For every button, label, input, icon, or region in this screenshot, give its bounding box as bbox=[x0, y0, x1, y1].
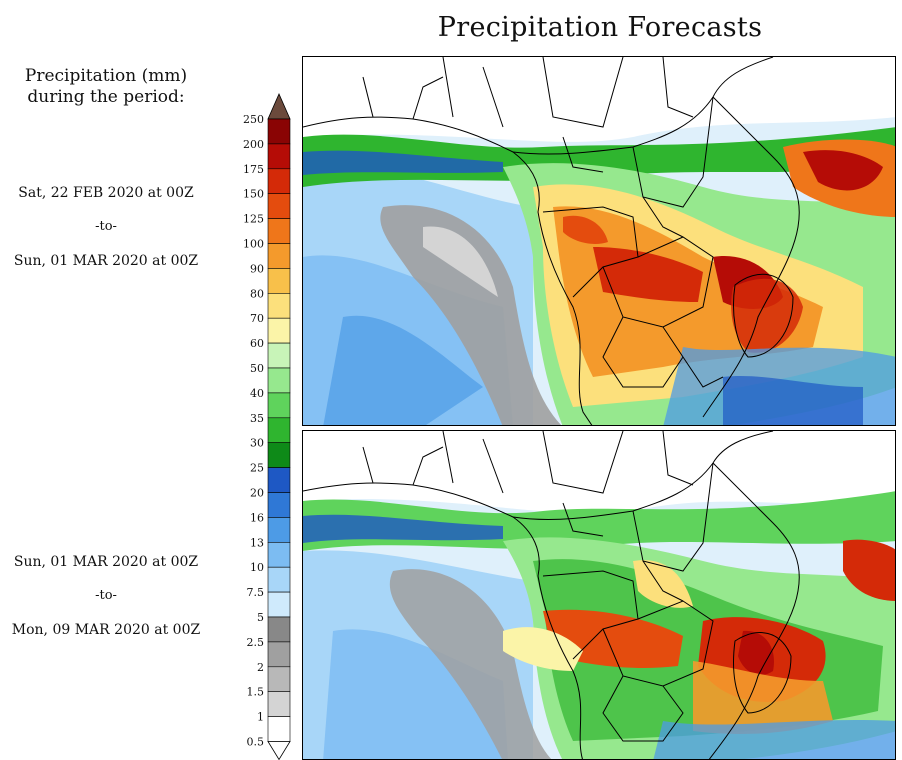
colorbar-tick-label: 5 bbox=[257, 611, 264, 624]
period-1-start: Sat, 22 FEB 2020 at 00Z bbox=[18, 185, 194, 201]
colorbar-bin bbox=[267, 268, 291, 294]
period-2-separator: -to- bbox=[95, 588, 117, 603]
colorbar-tick-label: 150 bbox=[243, 188, 264, 201]
colorbar-bin bbox=[267, 193, 291, 219]
colorbar-top-cap bbox=[267, 93, 291, 120]
colorbar-tick-label: 60 bbox=[250, 337, 264, 350]
colorbar-tick-label: 13 bbox=[250, 536, 264, 549]
colorbar-tick-label: 1 bbox=[257, 711, 264, 724]
colorbar-bin bbox=[267, 541, 291, 568]
colorbar-bin bbox=[267, 442, 291, 468]
colorbar-tick-label: 16 bbox=[250, 511, 264, 524]
period-1-label: Sat, 22 FEB 2020 at 00Z -to- Sun, 01 MAR… bbox=[0, 176, 212, 278]
colorbar-tick-label: 7.5 bbox=[247, 586, 265, 599]
period-1-end: Sun, 01 MAR 2020 at 00Z bbox=[13, 253, 199, 269]
colorbar-bin bbox=[267, 143, 291, 170]
colorbar-bin bbox=[267, 566, 291, 593]
page-title: Precipitation Forecasts bbox=[437, 12, 763, 43]
colorbar-tick-label: 2.5 bbox=[247, 636, 265, 649]
colorbar-bin bbox=[267, 218, 291, 244]
colorbar-bin bbox=[267, 417, 291, 443]
colorbar-tick-label: 175 bbox=[243, 163, 264, 176]
colorbar-bin bbox=[267, 517, 291, 543]
colorbar-bin bbox=[267, 616, 291, 643]
colorbar-bin bbox=[267, 641, 291, 668]
colorbar-bin bbox=[267, 467, 291, 493]
forecast-map-period-1 bbox=[302, 56, 896, 426]
colorbar-bin bbox=[267, 243, 291, 269]
colorbar-bin bbox=[267, 691, 291, 717]
colorbar-tick-label: 90 bbox=[250, 262, 264, 275]
forecast-map-period-2 bbox=[302, 430, 896, 760]
colorbar-bin bbox=[267, 293, 291, 319]
period-2-label: Sun, 01 MAR 2020 at 00Z -to- Mon, 09 MAR… bbox=[0, 545, 212, 647]
colorbar-bin bbox=[267, 392, 291, 419]
colorbar-bin bbox=[267, 342, 291, 369]
period-1-separator: -to- bbox=[95, 219, 117, 234]
precipitation-map-2 bbox=[303, 431, 895, 759]
legend-heading-line2: during the period: bbox=[27, 87, 185, 107]
colorbar-tick-label: 30 bbox=[250, 437, 264, 450]
colorbar-tick-label: 0.5 bbox=[247, 736, 265, 749]
precipitation-colorbar: 2502001751501251009080706050403530252016… bbox=[243, 93, 291, 760]
colorbar-bin bbox=[267, 118, 291, 145]
colorbar-tick-label: 200 bbox=[243, 138, 264, 151]
colorbar-tick-label: 125 bbox=[243, 213, 264, 226]
colorbar-bin bbox=[267, 168, 291, 195]
colorbar-tick-label: 40 bbox=[250, 387, 264, 400]
period-2-start: Sun, 01 MAR 2020 at 00Z bbox=[13, 554, 199, 570]
colorbar-bin bbox=[267, 317, 291, 344]
legend-heading-line1: Precipitation (mm) bbox=[24, 66, 188, 86]
colorbar-tick-label: 20 bbox=[250, 487, 264, 500]
period-2-end: Mon, 09 MAR 2020 at 00Z bbox=[11, 622, 201, 638]
legend-heading: Precipitation (mm) during the period: bbox=[0, 66, 212, 108]
colorbar-tick-label: 80 bbox=[250, 287, 264, 300]
colorbar-bin bbox=[267, 716, 291, 742]
colorbar-tick-label: 100 bbox=[243, 238, 264, 251]
colorbar-tick-label: 25 bbox=[250, 462, 264, 475]
colorbar-tick-label: 50 bbox=[250, 362, 264, 375]
colorbar-bin bbox=[267, 492, 291, 518]
colorbar-tick-label: 70 bbox=[250, 312, 264, 325]
colorbar-bin bbox=[267, 666, 291, 692]
colorbar-tick-label: 2 bbox=[257, 661, 264, 674]
colorbar-tick-label: 250 bbox=[243, 113, 264, 126]
colorbar-bin bbox=[267, 367, 291, 394]
colorbar-tick-label: 1.5 bbox=[247, 686, 265, 699]
colorbar-tick-label: 10 bbox=[250, 561, 264, 574]
colorbar-bin bbox=[267, 591, 291, 618]
colorbar-tick-label: 35 bbox=[250, 412, 264, 425]
precipitation-map-1 bbox=[303, 57, 895, 425]
colorbar-bottom-cap bbox=[267, 741, 291, 760]
